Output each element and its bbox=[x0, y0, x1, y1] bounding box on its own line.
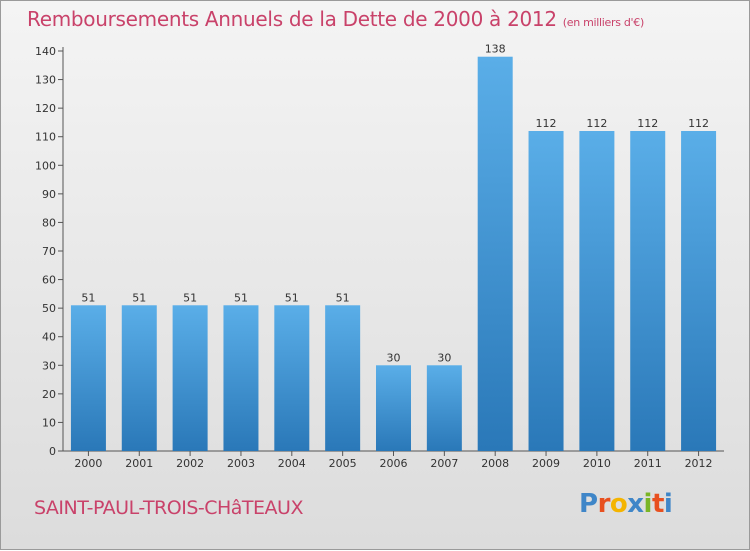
chart-title: Remboursements Annuels de la Dette de 20… bbox=[27, 7, 644, 31]
y-tick-label: 140 bbox=[35, 45, 56, 58]
y-tick-label: 20 bbox=[42, 388, 56, 401]
x-tick-label: 2001 bbox=[125, 457, 153, 470]
data-label: 51 bbox=[132, 291, 146, 304]
data-label: 112 bbox=[688, 117, 709, 130]
bar bbox=[70, 305, 106, 451]
logo-letter: i bbox=[643, 489, 653, 519]
data-label: 112 bbox=[586, 117, 607, 130]
y-tick-label: 10 bbox=[42, 416, 56, 429]
data-label: 51 bbox=[81, 291, 95, 304]
bar bbox=[325, 305, 361, 451]
axes: 0 10 20 30 40 50 60 70 80 90 100 110 120 130 140 bbox=[35, 45, 724, 458]
logo-letter: t bbox=[651, 489, 664, 519]
data-label: 112 bbox=[536, 117, 557, 130]
bar bbox=[121, 305, 157, 451]
commune-name: SAINT-PAUL-TROIS-CHâTEAUX bbox=[34, 497, 303, 519]
data-label: 51 bbox=[183, 291, 197, 304]
y-tick-label: 70 bbox=[42, 245, 56, 258]
x-tick-label: 2012 bbox=[685, 457, 713, 470]
data-label: 112 bbox=[637, 117, 658, 130]
y-tick-label: 120 bbox=[35, 102, 56, 115]
x-tick-label: 2008 bbox=[481, 457, 509, 470]
data-label: 51 bbox=[285, 291, 299, 304]
bar bbox=[681, 131, 717, 451]
y-tick-label: 90 bbox=[42, 188, 56, 201]
y-tick-label: 0 bbox=[49, 445, 56, 458]
labels: 51 2000 51 2001 51 2002 51 2003 51 2004 51 2005 30 20… bbox=[74, 43, 712, 470]
y-tick-label: 40 bbox=[42, 331, 56, 344]
logo-letter: P bbox=[579, 489, 598, 519]
x-tick-label: 2003 bbox=[227, 457, 255, 470]
chart-unit: (en milliers d'€) bbox=[562, 16, 644, 29]
y-tick-label: 80 bbox=[42, 216, 56, 229]
y-tick-label: 30 bbox=[42, 359, 56, 372]
y-tick-label: 60 bbox=[42, 274, 56, 287]
data-label: 51 bbox=[234, 291, 248, 304]
proxiti-logo[interactable]: Proxiti bbox=[579, 489, 673, 519]
x-tick-label: 2006 bbox=[380, 457, 408, 470]
x-tick-label: 2000 bbox=[74, 457, 102, 470]
bar bbox=[528, 131, 564, 451]
bar bbox=[274, 305, 310, 451]
x-tick-label: 2004 bbox=[278, 457, 306, 470]
logo-letter: x bbox=[627, 489, 644, 519]
bar bbox=[223, 305, 259, 451]
data-label: 30 bbox=[437, 351, 451, 364]
chart-title-text: Remboursements Annuels de la Dette de 20… bbox=[27, 7, 557, 31]
x-tick-label: 2011 bbox=[634, 457, 662, 470]
x-tick-label: 2009 bbox=[532, 457, 560, 470]
logo-letter: r bbox=[597, 489, 611, 519]
bar bbox=[477, 56, 513, 451]
logo-letter: o bbox=[609, 489, 628, 519]
bar bbox=[376, 365, 411, 451]
bar bbox=[579, 131, 615, 451]
data-label: 30 bbox=[387, 351, 401, 364]
data-label: 51 bbox=[336, 291, 350, 304]
x-tick-label: 2005 bbox=[329, 457, 357, 470]
y-tick-label: 50 bbox=[42, 302, 56, 315]
x-tick-label: 2007 bbox=[430, 457, 458, 470]
x-tick-label: 2010 bbox=[583, 457, 611, 470]
y-tick-label: 130 bbox=[35, 74, 56, 87]
y-tick-label: 110 bbox=[35, 131, 56, 144]
x-tick-label: 2002 bbox=[176, 457, 204, 470]
bar bbox=[630, 131, 666, 451]
data-label: 138 bbox=[485, 43, 506, 56]
y-tick-label: 100 bbox=[35, 159, 56, 172]
bar bbox=[172, 305, 208, 451]
bars bbox=[70, 56, 717, 451]
logo-letter: i bbox=[663, 489, 673, 519]
bar bbox=[426, 365, 462, 451]
